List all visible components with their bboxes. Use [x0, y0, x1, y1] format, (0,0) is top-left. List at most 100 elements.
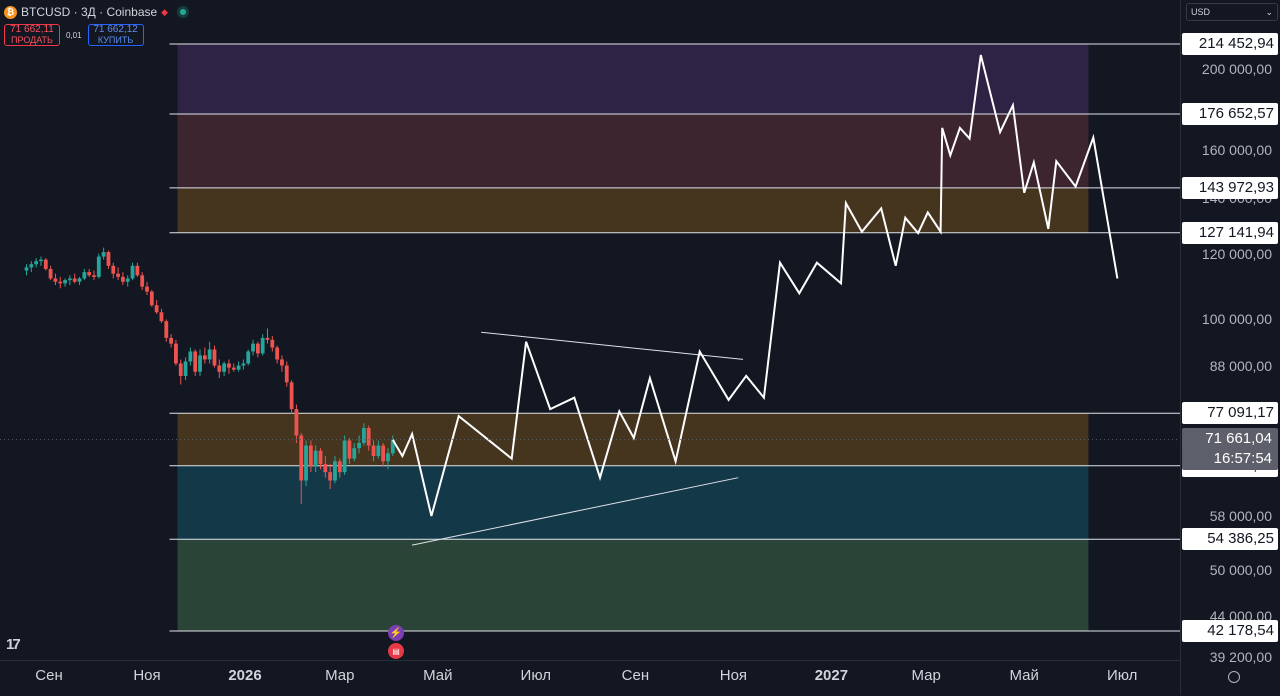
- candle-body-58: [304, 445, 308, 481]
- candle-body-0: [24, 267, 29, 271]
- trade-panel: 71 662,11 ПРОДАТЬ 0,01 71 662,12 КУПИТЬ: [4, 24, 144, 46]
- candle-body-40: [217, 365, 222, 372]
- candle-body-17: [106, 252, 111, 266]
- buy-label: КУПИТЬ: [97, 35, 134, 45]
- settings-icon[interactable]: [1228, 671, 1240, 683]
- candle-body-33: [183, 361, 188, 376]
- candle-body-26: [149, 291, 154, 306]
- candle-body-43: [231, 367, 236, 370]
- candle-body-51: [270, 339, 275, 348]
- candle-body-74: [381, 445, 386, 462]
- tradingview-logo-icon[interactable]: 17: [6, 636, 21, 653]
- currency-value: USD: [1191, 7, 1211, 17]
- candle-body-57: [299, 435, 304, 481]
- sell-button[interactable]: 71 662,11 ПРОДАТЬ: [4, 24, 60, 46]
- x-tick-label: 2026: [228, 667, 262, 684]
- chevron-down-icon: ⌄: [1265, 6, 1273, 17]
- y-tick-label: 50 000,00: [1209, 561, 1272, 578]
- y-tick-label: 88 000,00: [1209, 357, 1272, 374]
- candle-body-36: [198, 355, 202, 372]
- sell-price: 71 662,11: [10, 24, 54, 35]
- candle-body-73: [376, 445, 381, 456]
- x-tick-label: Ноя: [133, 667, 161, 684]
- buy-button[interactable]: 71 662,12 КУПИТЬ: [87, 24, 144, 46]
- trendline-0: [411, 477, 739, 546]
- x-tick-label: Ноя: [719, 667, 748, 684]
- candle-body-18: [111, 265, 116, 274]
- x-tick-label: 2027: [814, 667, 849, 684]
- candle-body-63: [328, 472, 333, 481]
- x-tick-label: Мар: [911, 667, 941, 684]
- level-price-label: 176 652,57: [1182, 102, 1278, 125]
- candle-body-2: [34, 261, 39, 265]
- candle-body-20: [121, 276, 125, 282]
- current-price-label: 71 661,04 16:57:54: [1182, 428, 1278, 470]
- candle-body-29: [164, 321, 169, 338]
- candle-body-68: [352, 448, 357, 459]
- flag-icon[interactable]: ◆: [161, 6, 169, 17]
- candle-body-42: [227, 363, 231, 368]
- candle-body-37: [202, 355, 207, 360]
- candle-body-49: [260, 337, 265, 354]
- y-tick-label: 44 000,00: [1209, 607, 1272, 624]
- chart-area[interactable]: [0, 0, 1180, 660]
- candle-body-55: [289, 382, 294, 410]
- candle-body-28: [159, 312, 164, 322]
- price-chart[interactable]: [0, 0, 1180, 660]
- candle-body-25: [145, 286, 149, 292]
- x-tick-label: Сен: [35, 667, 63, 684]
- candle-body-1: [29, 264, 34, 268]
- level-price-label: 54 386,25: [1182, 528, 1278, 551]
- candle-body-71: [366, 428, 371, 446]
- x-tick-label: Июл: [520, 667, 552, 684]
- candle-body-47: [251, 343, 255, 352]
- level-price-label: 143 972,93: [1182, 176, 1278, 199]
- candle-body-27: [154, 305, 159, 313]
- x-tick-label: Июл: [1106, 667, 1138, 684]
- level-price-label: 127 141,94: [1182, 221, 1278, 244]
- candle-body-6: [53, 278, 58, 282]
- symbol-title[interactable]: BTCUSD · 3Д · Coinbase: [21, 5, 158, 19]
- us-flag-event-icon[interactable]: ▤: [388, 643, 404, 659]
- candle-body-45: [241, 363, 246, 366]
- currency-select[interactable]: USD ⌄: [1186, 3, 1278, 21]
- market-status-icon: [180, 9, 187, 15]
- projection-path: [391, 54, 1119, 517]
- y-tick-label: 39 200,00: [1209, 649, 1272, 666]
- candle-body-13: [87, 272, 92, 276]
- candle-body-10: [72, 278, 77, 282]
- candle-body-22: [130, 265, 135, 279]
- candle-body-3: [39, 259, 43, 262]
- candle-body-30: [169, 337, 173, 344]
- candle-body-14: [92, 275, 96, 277]
- candle-body-5: [48, 268, 53, 279]
- price-zone-5: [177, 539, 1089, 631]
- x-tick-label: Май: [1009, 667, 1039, 684]
- price-zone-2: [177, 187, 1089, 233]
- candle-countdown: 16:57:54: [1213, 450, 1272, 467]
- symbol-header[interactable]: ₿ BTCUSD · 3Д · Coinbase ◆: [4, 4, 187, 20]
- candle-body-24: [140, 275, 145, 287]
- candle-body-48: [255, 343, 260, 354]
- candle-body-4: [43, 259, 48, 269]
- candle-body-31: [174, 343, 178, 364]
- candle-body-35: [193, 351, 198, 372]
- price-zone-1: [177, 113, 1089, 188]
- candle-body-50: [265, 337, 270, 340]
- x-tick-label: Сен: [621, 667, 650, 684]
- y-tick-label: 120 000,00: [1201, 245, 1272, 262]
- candle-body-39: [212, 349, 217, 366]
- level-price-label: 214 452,94: [1182, 33, 1278, 55]
- spread-value: 0,01: [66, 30, 82, 40]
- level-price-label: 42 178,54: [1182, 620, 1278, 642]
- x-tick-label: Май: [423, 667, 453, 684]
- lightning-event-icon[interactable]: ⚡: [388, 625, 404, 641]
- trendline-1: [481, 331, 744, 360]
- candle-body-75: [386, 453, 390, 462]
- candle-body-32: [178, 363, 183, 376]
- candle-body-56: [294, 409, 299, 436]
- y-tick-label: 58 000,00: [1209, 508, 1272, 525]
- candle-body-54: [284, 365, 289, 383]
- candle-body-70: [361, 428, 366, 444]
- time-axis[interactable]: [0, 660, 1180, 696]
